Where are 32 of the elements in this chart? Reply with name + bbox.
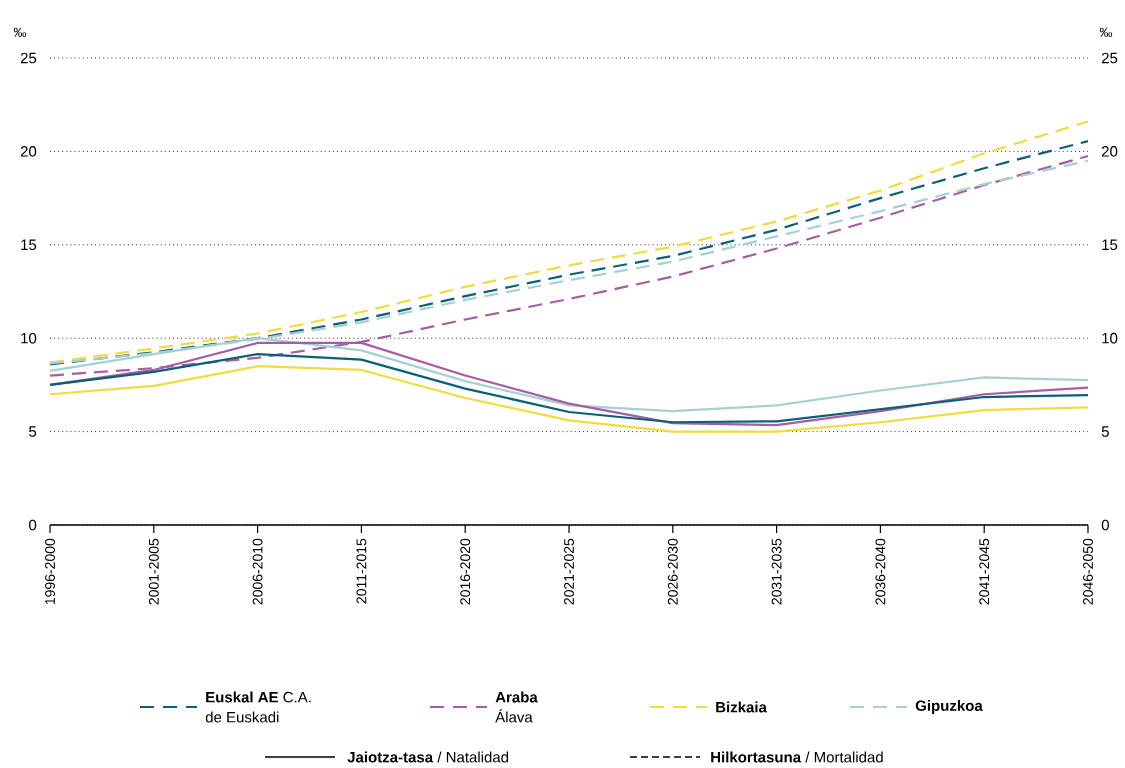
line-series bbox=[48, 365, 1090, 433]
x-tick-label: 2046-2050 bbox=[1083, 538, 1093, 605]
text: Jaiotza-tasa / Natalidad bbox=[347, 751, 509, 763]
y-tick-label: 15 bbox=[21, 239, 37, 251]
y2-tick-label: 15 bbox=[1102, 239, 1118, 251]
y-tick-label: 5 bbox=[29, 426, 37, 437]
y2-tick-label: 25 bbox=[1101, 52, 1118, 64]
x-tick-label: 2021-2025 bbox=[564, 538, 574, 605]
x-tick-label: 2026-2030 bbox=[667, 538, 678, 605]
y2-tick-label: 5 bbox=[1101, 426, 1109, 437]
legend-label: Bizkaia bbox=[716, 701, 767, 713]
y2-tick-label: 10 bbox=[1102, 332, 1118, 344]
x-tick-label: 2006-2010 bbox=[252, 538, 263, 605]
x-tick-label: 2016-2020 bbox=[460, 538, 471, 605]
legend-label: Euskal AE C.A. de Euskadi bbox=[205, 691, 311, 723]
y-tick-label: 10 bbox=[21, 332, 37, 344]
x-tick-label: 2011-2015 bbox=[356, 538, 367, 604]
y-tick-label: 25 bbox=[20, 52, 37, 64]
x-tick-label: 2001-2005 bbox=[148, 538, 159, 605]
y-axis-title: ‰ bbox=[13, 27, 27, 37]
text: Hilkortasuna / Mortalidad bbox=[711, 751, 883, 763]
legend-label: Gipuzkoa bbox=[915, 699, 983, 714]
y2-axis-title: ‰ bbox=[1099, 27, 1113, 37]
x-tick-label: 2041-2045 bbox=[979, 538, 990, 605]
x-tick-label: 2031-2035 bbox=[771, 538, 782, 605]
y2-tick-label: 20 bbox=[1101, 146, 1118, 157]
legend-label: Araba Álava bbox=[495, 691, 538, 723]
x-tick-label: 2036-2040 bbox=[875, 538, 886, 605]
y2-tick-label: 0 bbox=[1101, 519, 1109, 531]
x-tick-label: 1996-2000 bbox=[45, 538, 55, 605]
y-tick-label: 0 bbox=[29, 519, 37, 531]
y-tick-label: 20 bbox=[20, 146, 37, 157]
